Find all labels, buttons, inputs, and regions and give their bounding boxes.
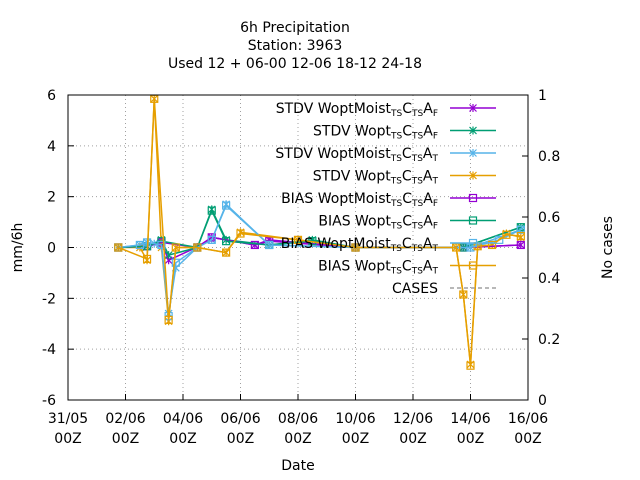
data-point — [164, 315, 173, 325]
y-axis-label: mm/6h — [10, 223, 26, 273]
y-tick-label: 0 — [47, 241, 56, 257]
data-point — [468, 216, 478, 225]
axis-ticks: 31/05 00Z 02/06 00Z 04/06 00Z 06/06 00Z 08/06 00Z… — [42, 88, 560, 447]
x-tick-label: 00Z — [514, 431, 541, 447]
y2-tick-label: 0.4 — [538, 271, 560, 287]
y-tick-label: 2 — [47, 190, 56, 206]
x-tick-label: 00Z — [342, 431, 369, 447]
x-tick-label: 06/06 — [220, 411, 260, 427]
y2-axis-label: No cases — [600, 216, 616, 279]
x-tick-label: 00Z — [399, 431, 426, 447]
data-point — [468, 238, 478, 248]
legend-label: BIAS WoptTSCTSAF — [318, 214, 438, 232]
data-point — [466, 361, 475, 370]
x-tick-label: 00Z — [169, 431, 196, 447]
y2-tick-label: 0.8 — [538, 149, 560, 165]
y-tick-label: 6 — [47, 88, 56, 104]
legend-label: BIAS WoptMoistTSCTSAT — [281, 236, 439, 254]
data-point — [142, 254, 152, 264]
data-point — [516, 231, 525, 241]
data-point — [222, 201, 231, 210]
x-tick-label: 00Z — [227, 431, 254, 447]
data-point — [114, 243, 123, 252]
y2-tick-label: 0.6 — [538, 210, 560, 226]
data-point — [250, 240, 259, 250]
data-point — [207, 235, 216, 244]
x-tick-label: 00Z — [112, 431, 139, 447]
data-point — [164, 251, 173, 260]
data-point — [265, 240, 274, 250]
title-line: Used 12 + 06-00 12-06 18-12 24-18 — [168, 56, 422, 72]
y2-tick-label: 1 — [538, 88, 547, 104]
data-point — [171, 243, 180, 252]
data-point — [487, 240, 497, 250]
x-tick-label: 08/06 — [278, 411, 318, 427]
data-point — [452, 243, 461, 252]
y-tick-label: 4 — [47, 139, 56, 155]
data-point — [171, 258, 180, 267]
y-tick-label: -4 — [42, 342, 56, 358]
title-line: 6h Precipitation — [240, 20, 350, 36]
y-tick-label: -2 — [42, 291, 56, 307]
series-line — [118, 98, 521, 366]
legend-label: STDV WoptTSCTSAT — [313, 169, 439, 187]
data-point — [468, 193, 478, 203]
x-axis-label: Date — [281, 458, 314, 474]
data-point — [236, 229, 245, 238]
legend-label: BIAS WoptTSCTSAT — [318, 259, 438, 277]
data-point — [469, 149, 477, 157]
legend-label: STDV WoptTSCTSAF — [313, 124, 438, 142]
data-point — [459, 290, 468, 299]
data-point — [469, 104, 477, 112]
legend-label: CASES — [392, 281, 438, 297]
data-point — [516, 240, 525, 249]
x-tick-label: 14/06 — [450, 411, 490, 427]
x-tick-label: 12/06 — [393, 411, 433, 427]
y-tick-label: -6 — [42, 393, 56, 409]
data-point — [516, 225, 525, 234]
data-point — [293, 235, 303, 244]
x-tick-label: 10/06 — [335, 411, 375, 427]
legend-label: STDV WoptMoistTSCTSAT — [275, 146, 438, 164]
data-point — [502, 230, 511, 239]
x-tick-label: 00Z — [284, 431, 311, 447]
x-tick-label: 00Z — [54, 431, 81, 447]
data-point — [222, 237, 231, 246]
x-tick-label: 16/06 — [508, 411, 548, 427]
legend-label: BIAS WoptMoistTSCTSAF — [281, 191, 438, 209]
series-lines — [114, 94, 525, 370]
x-tick-label: 04/06 — [163, 411, 203, 427]
data-point — [469, 126, 477, 135]
data-point — [222, 248, 231, 257]
y2-tick-label: 0.2 — [538, 332, 560, 348]
data-point — [468, 261, 478, 270]
legend: STDV WoptMoistTSCTSAF STDV WoptTSCTSAF STD… — [275, 101, 496, 297]
data-point — [193, 243, 202, 252]
series — [114, 94, 525, 370]
data-point — [207, 206, 216, 215]
y2-tick-label: 0 — [538, 393, 547, 409]
data-point — [516, 240, 525, 250]
data-point — [157, 240, 166, 250]
legend-label: STDV WoptMoistTSCTSAF — [276, 101, 438, 119]
x-tick-label: 00Z — [457, 431, 484, 447]
x-tick-label: 02/06 — [105, 411, 145, 427]
x-tick-label: 31/05 — [48, 411, 88, 427]
data-point — [469, 171, 477, 180]
chart-title: 6h Precipitation Station: 3963 Used 12 + 0… — [168, 20, 422, 72]
title-line: Station: 3963 — [248, 38, 343, 54]
data-point — [351, 243, 360, 252]
data-point — [495, 235, 504, 244]
